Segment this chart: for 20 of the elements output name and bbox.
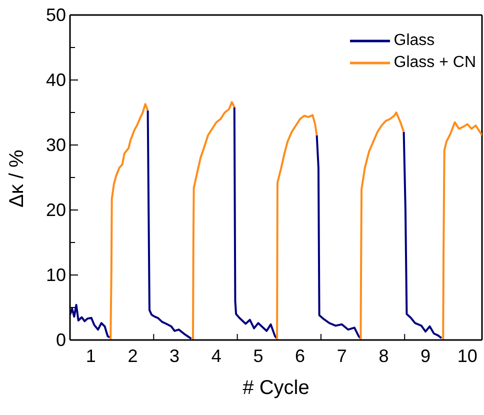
x-tick-label: 4 bbox=[211, 346, 222, 366]
x-tick-label: 9 bbox=[420, 346, 431, 366]
x-tick-label: 3 bbox=[170, 346, 180, 366]
x-tick-label: 1 bbox=[86, 346, 96, 366]
legend-label: Glass + CN bbox=[394, 53, 476, 73]
x-tick-label: 6 bbox=[295, 346, 306, 366]
x-tick-label: 7 bbox=[336, 346, 347, 366]
legend-label: Glass bbox=[394, 31, 435, 51]
x-axis-title: # Cycle bbox=[242, 377, 310, 399]
x-tick-label: 5 bbox=[253, 346, 264, 366]
x-tick-label: 2 bbox=[128, 346, 138, 366]
y-tick-label: 10 bbox=[46, 265, 66, 285]
y-axis-title: Δκ / % bbox=[6, 149, 28, 208]
y-tick-label: 20 bbox=[46, 200, 66, 220]
y-tick-label: 30 bbox=[46, 135, 66, 155]
y-tick-label: 40 bbox=[46, 70, 66, 90]
x-tick-label: 8 bbox=[378, 346, 389, 366]
y-tick-label: 50 bbox=[46, 5, 66, 25]
x-tick-label: 10 bbox=[457, 346, 478, 366]
y-tick-label: 0 bbox=[56, 330, 66, 350]
